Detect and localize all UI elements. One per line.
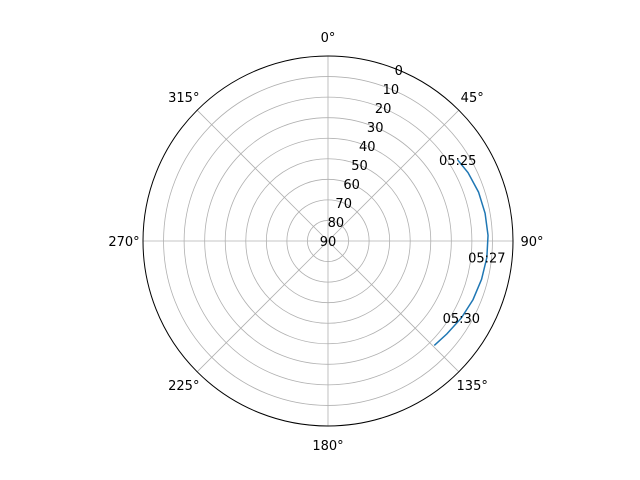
grid-spoke	[196, 240, 329, 373]
theta-tick-label: 0°	[321, 31, 336, 46]
theta-tick-label: 135°	[457, 379, 488, 394]
series-layer	[433, 159, 489, 347]
theta-tick-label: 225°	[168, 379, 199, 394]
theta-tick-label: 45°	[461, 91, 484, 106]
grid-spoke	[327, 240, 460, 373]
r-tick-label: 80	[328, 216, 345, 231]
time-annotation: 05:30	[443, 312, 480, 327]
time-annotation: 05:25	[439, 154, 476, 169]
r-tick-label: 60	[343, 178, 360, 193]
grid-spoke	[196, 109, 329, 242]
angular-grid-spokes	[143, 56, 513, 426]
r-tick-label: 40	[359, 140, 376, 155]
r-tick-label: 70	[335, 197, 352, 212]
r-tick-label: 90	[320, 235, 337, 250]
r-tick-label: 0	[395, 64, 403, 79]
r-tick-label: 30	[367, 121, 384, 136]
radial-tick-labels: 0 10 20 30 40 50 60 70 80 90	[320, 64, 403, 250]
r-tick-label: 50	[351, 159, 368, 174]
theta-tick-label: 180°	[312, 439, 343, 454]
time-annotation: 05:27	[468, 252, 505, 267]
theta-tick-label: 315°	[168, 91, 199, 106]
grid-spoke	[327, 109, 460, 242]
time-annotations: 05:25 05:27 05:30	[439, 154, 506, 327]
theta-tick-label: 90°	[520, 235, 543, 250]
r-tick-label: 10	[383, 83, 400, 98]
polar-frame	[142, 55, 514, 427]
angular-tick-labels: 0° 45° 90° 135° 180° 225° 270° 315°	[108, 31, 543, 454]
r-tick-label: 20	[375, 102, 392, 117]
series-line	[433, 159, 489, 347]
theta-tick-label: 270°	[108, 235, 139, 250]
